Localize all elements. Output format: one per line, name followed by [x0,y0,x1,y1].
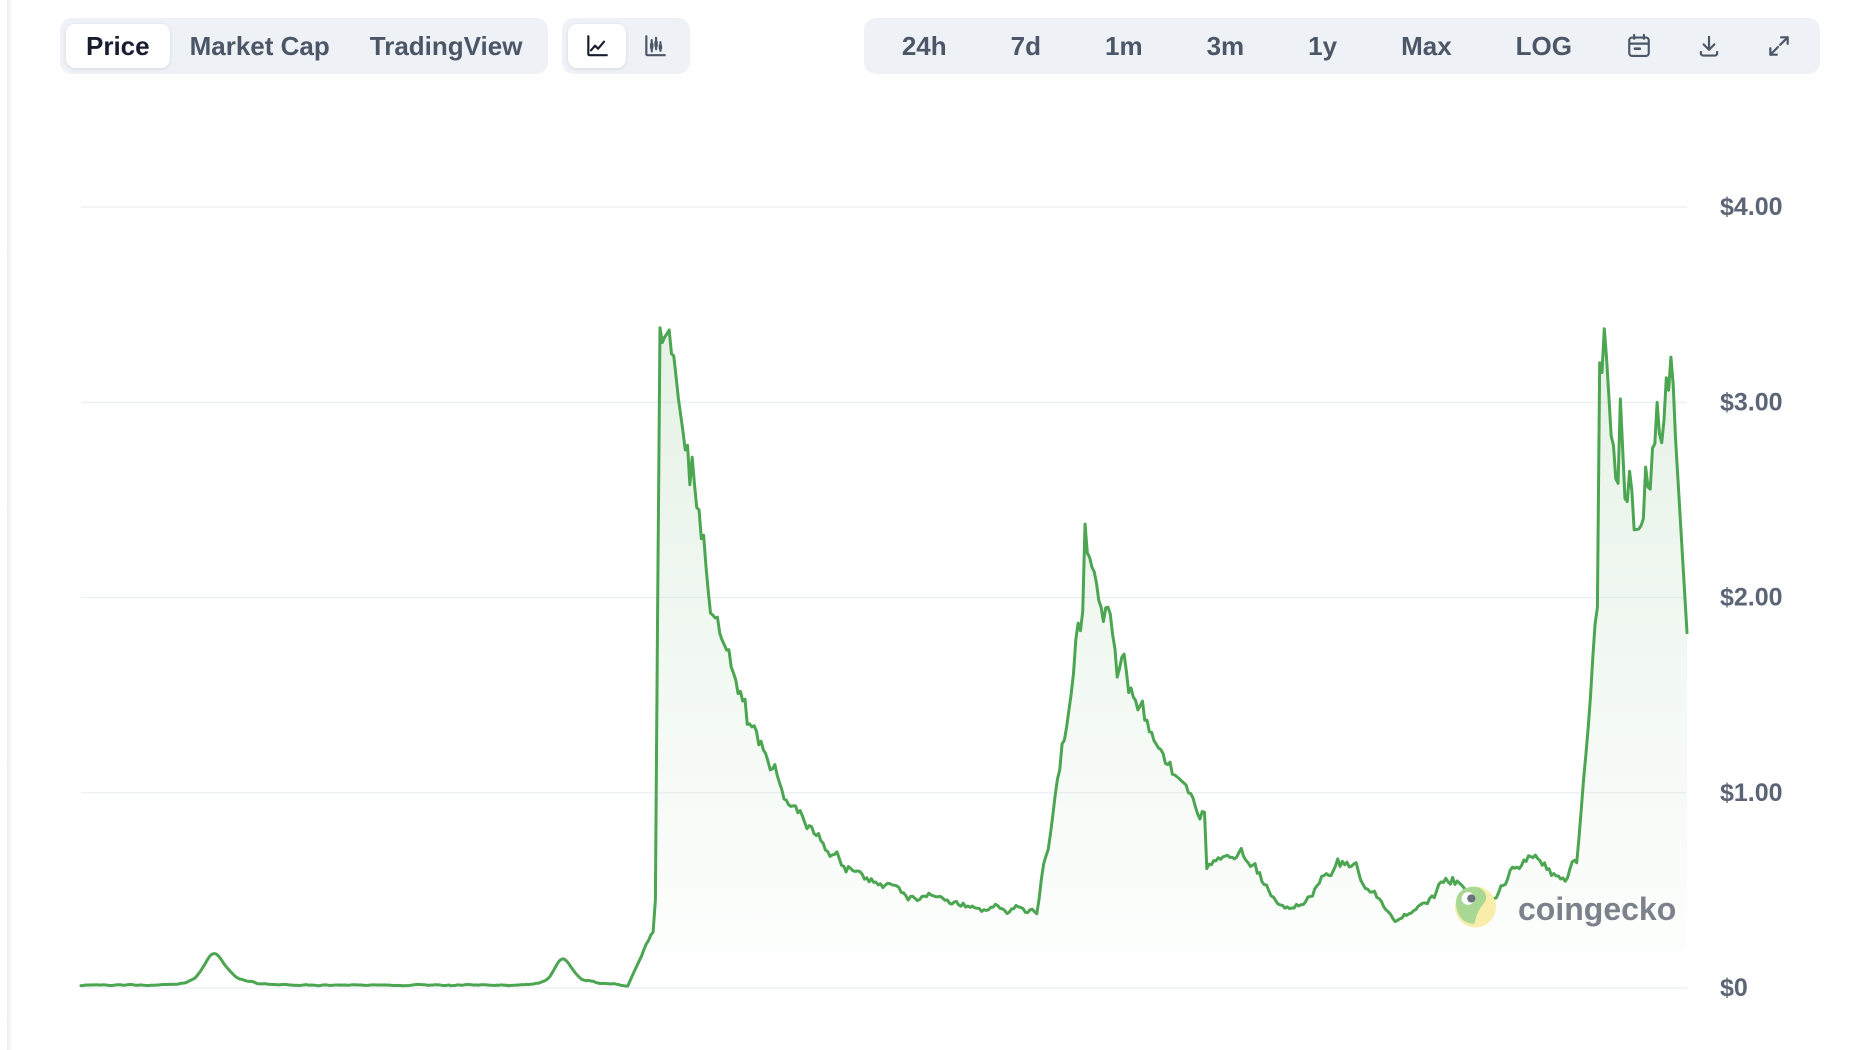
svg-text:$3.00: $3.00 [1720,388,1783,416]
svg-text:$4.00: $4.00 [1720,193,1783,221]
svg-text:$0: $0 [1720,974,1748,1002]
svg-text:coingecko: coingecko [1518,891,1676,927]
svg-text:$1.00: $1.00 [1720,779,1783,807]
svg-text:$2.00: $2.00 [1720,584,1783,612]
